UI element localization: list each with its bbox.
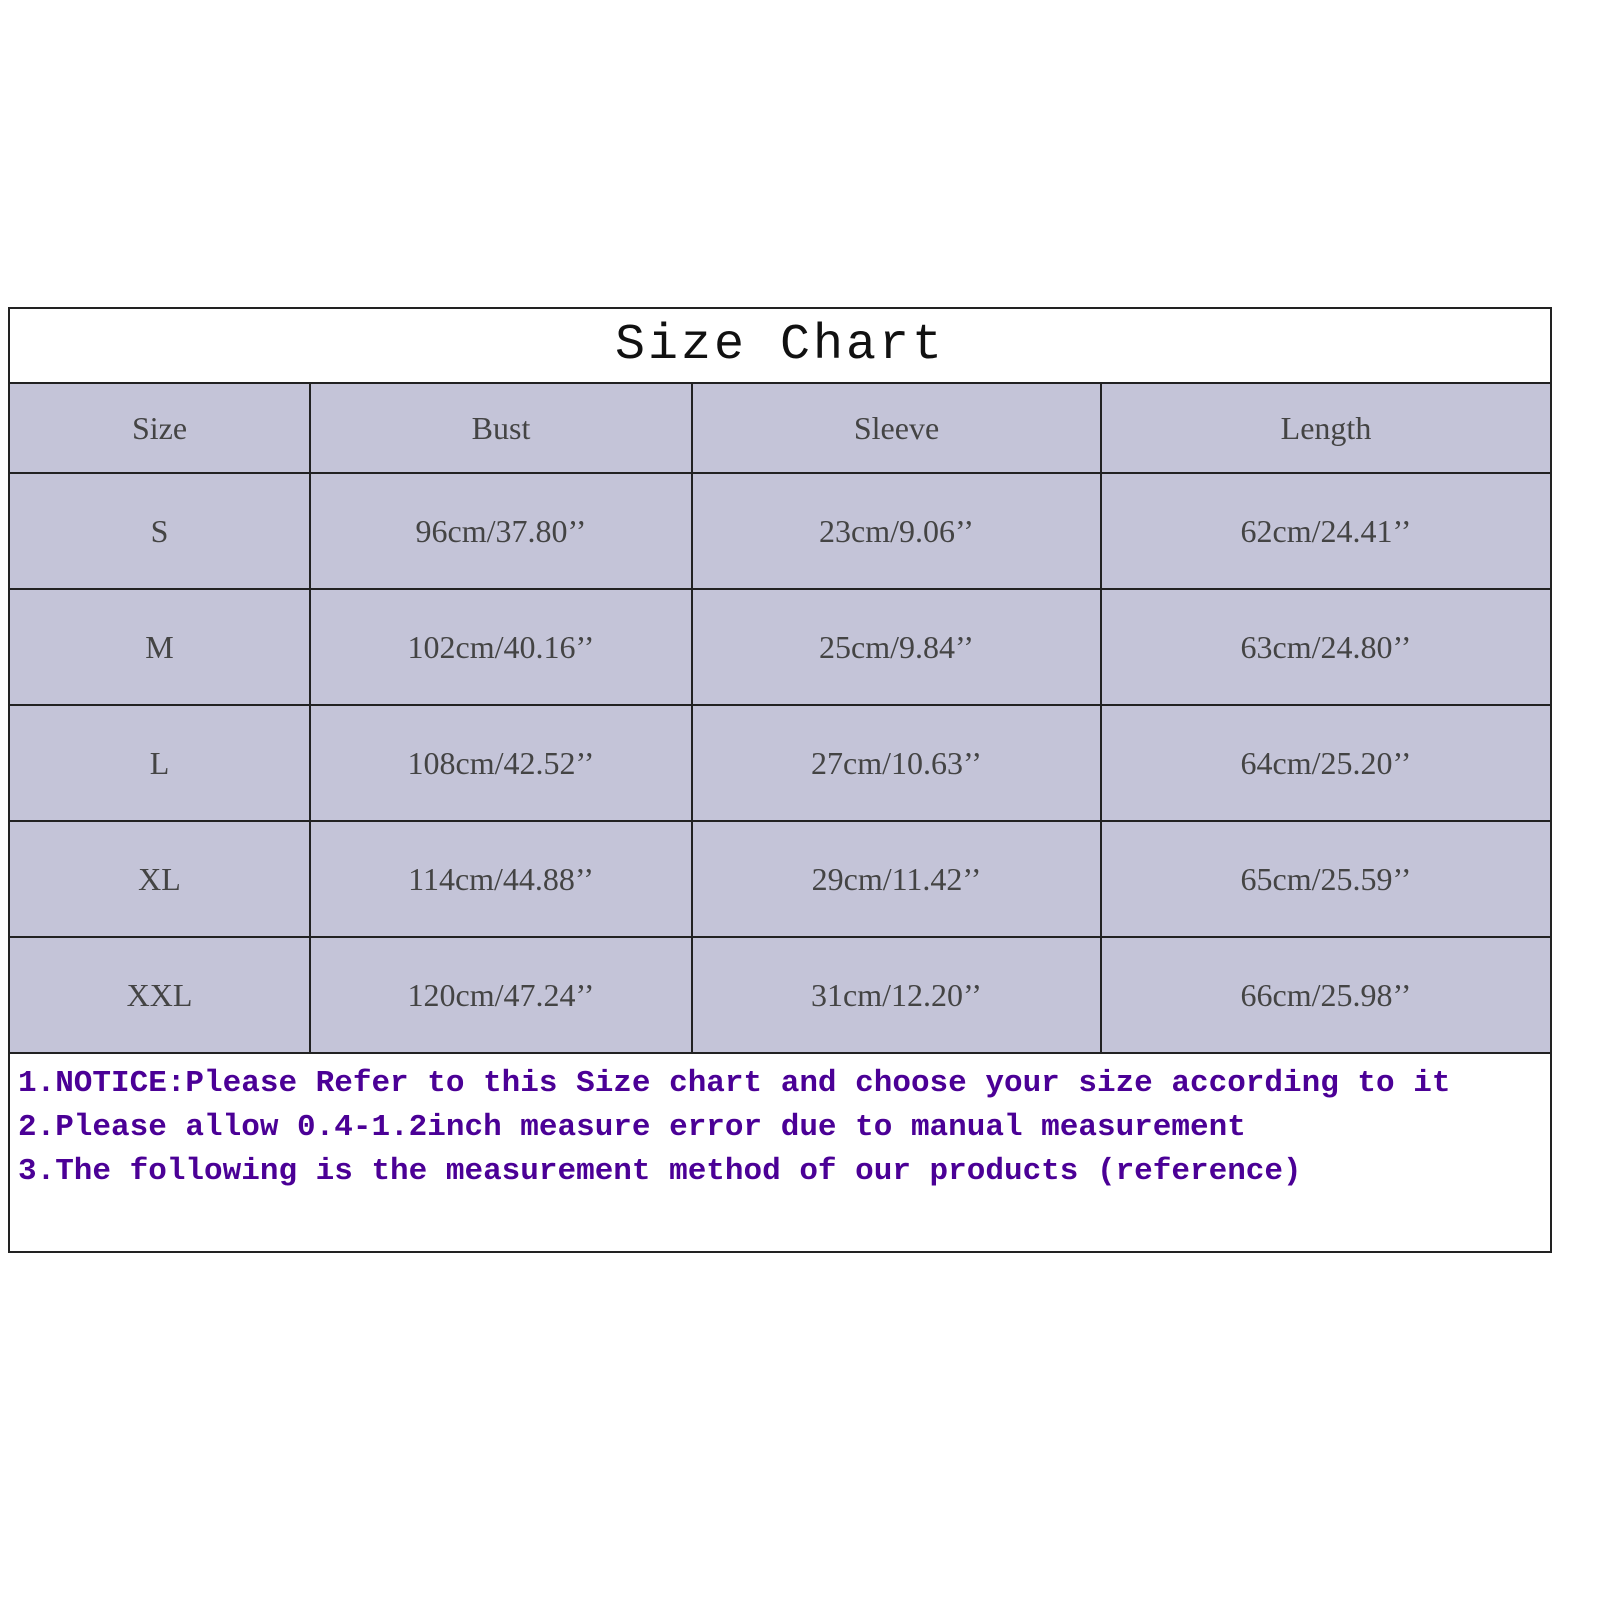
cell-sleeve: 23cm/9.06’’ — [691, 472, 1102, 590]
column-header-length: Length — [1100, 384, 1550, 474]
column-header-size: Size — [10, 384, 311, 474]
cell-bust: 96cm/37.80’’ — [309, 472, 693, 590]
cell-bust: 108cm/42.52’’ — [309, 704, 693, 822]
note-2: 2.Please allow 0.4-1.2inch measure error… — [18, 1110, 1246, 1145]
cell-length: 66cm/25.98’’ — [1100, 936, 1550, 1054]
column-header-sleeve: Sleeve — [691, 384, 1102, 474]
table-row: XXL 120cm/47.24’’ 31cm/12.20’’ 66cm/25.98’’ — [10, 936, 1550, 1054]
table-row: M 102cm/40.16’’ 25cm/9.84’’ 63cm/24.80’’ — [10, 588, 1550, 706]
table-row: S 96cm/37.80’’ 23cm/9.06’’ 62cm/24.41’’ — [10, 472, 1550, 590]
table-header-row: Size Bust Sleeve Length — [10, 384, 1550, 474]
cell-size: M — [10, 588, 311, 706]
cell-length: 65cm/25.59’’ — [1100, 820, 1550, 938]
cell-bust: 120cm/47.24’’ — [309, 936, 693, 1054]
note-3: 3.The following is the measurement metho… — [18, 1154, 1302, 1189]
cell-sleeve: 25cm/9.84’’ — [691, 588, 1102, 706]
note-1: 1.NOTICE:Please Refer to this Size chart… — [18, 1066, 1451, 1101]
cell-sleeve: 27cm/10.63’’ — [691, 704, 1102, 822]
size-table: Size Bust Sleeve Length S 96cm/37.80’’ 23c… — [10, 384, 1550, 1054]
chart-title: Size Chart — [10, 309, 1550, 384]
cell-size: XL — [10, 820, 311, 938]
table-row: L 108cm/42.52’’ 27cm/10.63’’ 64cm/25.20’’ — [10, 704, 1550, 822]
cell-size: XXL — [10, 936, 311, 1054]
size-chart: Size Chart Size Bust Sleeve Length S 96cm… — [8, 307, 1552, 1253]
notes: 1.NOTICE:Please Refer to this Size chart… — [10, 1054, 1550, 1202]
cell-bust: 102cm/40.16’’ — [309, 588, 693, 706]
cell-sleeve: 31cm/12.20’’ — [691, 936, 1102, 1054]
table-row: XL 114cm/44.88’’ 29cm/11.42’’ 65cm/25.59’’ — [10, 820, 1550, 938]
cell-size: L — [10, 704, 311, 822]
cell-length: 64cm/25.20’’ — [1100, 704, 1550, 822]
cell-sleeve: 29cm/11.42’’ — [691, 820, 1102, 938]
column-header-bust: Bust — [309, 384, 693, 474]
cell-size: S — [10, 472, 311, 590]
cell-length: 62cm/24.41’’ — [1100, 472, 1550, 590]
cell-bust: 114cm/44.88’’ — [309, 820, 693, 938]
cell-length: 63cm/24.80’’ — [1100, 588, 1550, 706]
